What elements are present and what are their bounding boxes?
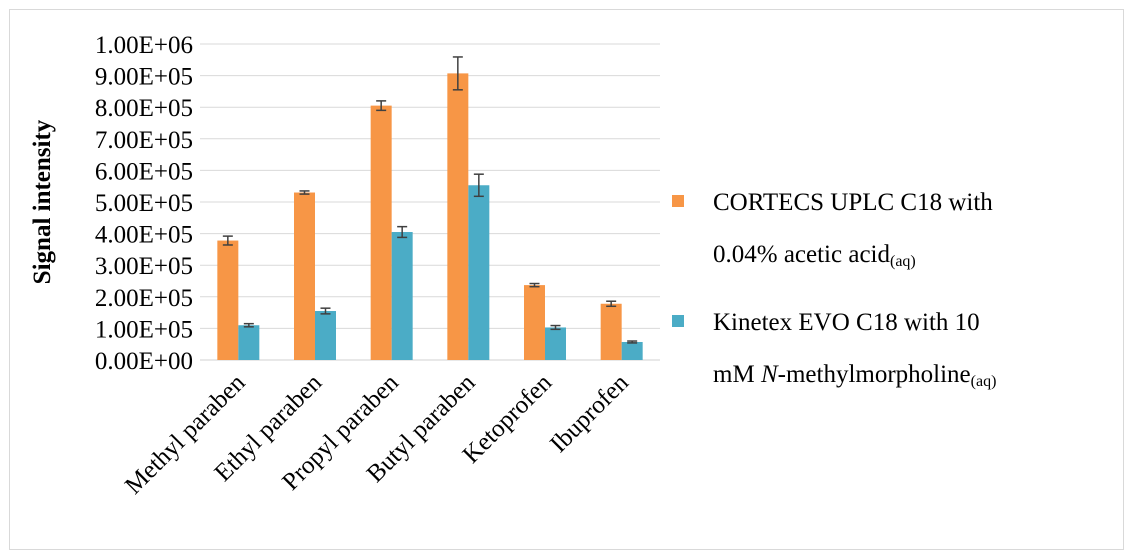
legend-text-part: 0.04% acetic acid <box>713 241 890 268</box>
bar <box>621 341 643 360</box>
x-category-label: Ibuprofen <box>545 369 634 458</box>
legend-text-part: (aq) <box>971 373 997 390</box>
bar <box>600 303 622 360</box>
y-tick-label: 7.00E+05 <box>95 127 193 154</box>
legend-entry-line: mM N-methylmorpholine(aq) <box>713 361 996 390</box>
y-tick-label: 1.00E+06 <box>95 32 193 59</box>
y-tick-label: 3.00E+05 <box>95 253 193 280</box>
bar <box>524 285 545 360</box>
y-tick-label: 4.00E+05 <box>95 222 193 249</box>
legend-text-part: CORTECS UPLC C18 with <box>713 189 993 216</box>
bar <box>468 185 490 360</box>
bar <box>294 192 315 360</box>
legend-text-part: -methylmorpholine <box>778 361 971 388</box>
y-tick-label: 1.00E+05 <box>95 316 193 343</box>
legend-text-part: N <box>760 361 779 388</box>
legend-text-part: Kinetex EVO C18 with 10 <box>713 309 980 336</box>
y-tick-label: 8.00E+05 <box>95 95 193 122</box>
y-axis-label: Signal intensity <box>29 119 56 284</box>
legend-text-part: mM <box>713 361 761 388</box>
bar <box>391 232 413 360</box>
legend-entry-line: Kinetex EVO C18 with 10 <box>713 309 980 336</box>
y-tick-label: 6.00E+05 <box>95 158 193 185</box>
y-tick-label: 2.00E+05 <box>95 285 193 312</box>
bar <box>315 311 336 360</box>
y-tick-label: 9.00E+05 <box>95 64 193 91</box>
chart-frame <box>9 9 1124 550</box>
bar <box>217 240 239 360</box>
legend-swatch <box>672 195 684 207</box>
bar <box>545 327 566 360</box>
legend-swatch <box>672 315 684 327</box>
y-tick-label: 0.00E+00 <box>95 348 193 375</box>
legend-entry-line: CORTECS UPLC C18 with <box>713 189 993 216</box>
legend-text-part: (aq) <box>890 253 916 270</box>
bar <box>447 73 469 360</box>
bar <box>238 325 260 360</box>
legend-entry-line: 0.04% acetic acid(aq) <box>713 241 916 270</box>
y-tick-label: 5.00E+05 <box>95 190 193 217</box>
bar <box>370 105 392 361</box>
